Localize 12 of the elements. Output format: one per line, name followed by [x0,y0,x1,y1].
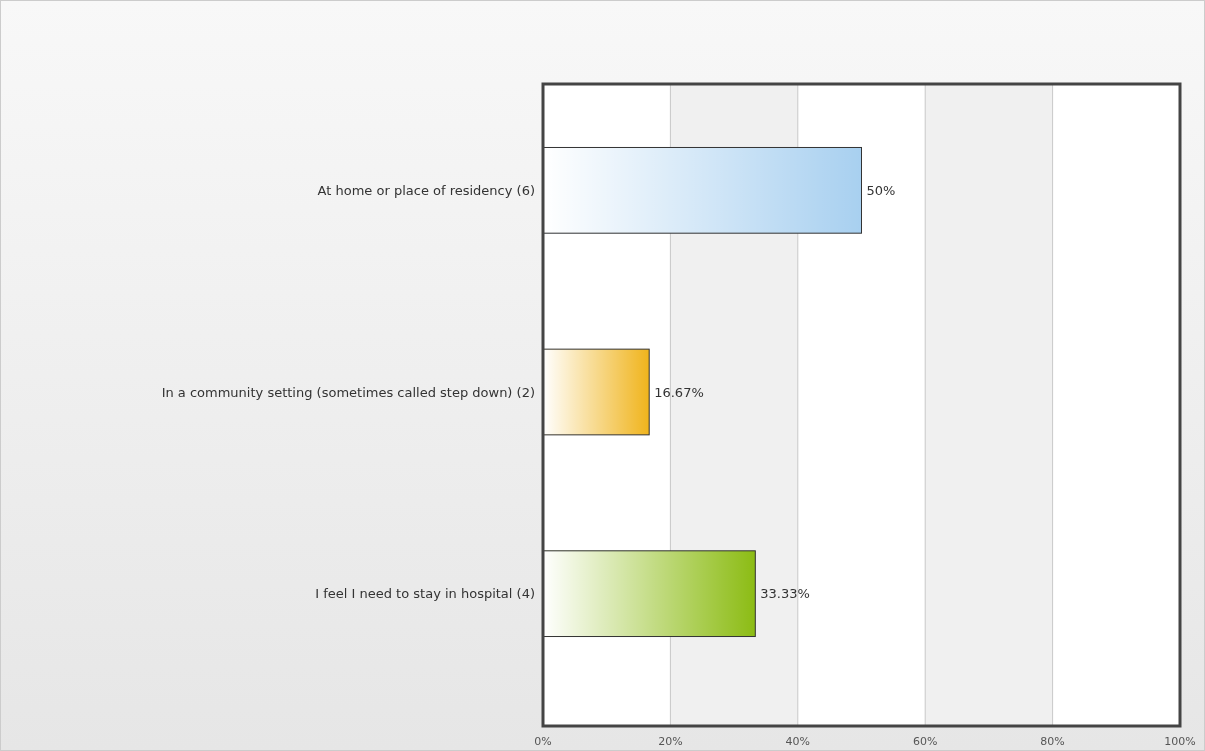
y-tick-label: In a community setting (sometimes called step down) (2) [161,384,535,400]
x-tick-label: 80% [1040,735,1065,748]
x-tick-label: 20% [658,735,683,748]
data-label: 16.67% [654,384,704,400]
x-tick-label: 40% [785,735,811,748]
data-label: 33.33% [760,586,810,602]
y-tick-label: At home or place of residency (6) [317,182,535,198]
data-label: 50% [866,182,896,198]
x-tick-label: 0% [534,735,552,748]
x-tick-label: 60% [912,735,938,748]
x-tick-label: 100% [1164,735,1196,748]
y-tick-label: I feel I need to stay in hospital (4) [315,586,535,602]
